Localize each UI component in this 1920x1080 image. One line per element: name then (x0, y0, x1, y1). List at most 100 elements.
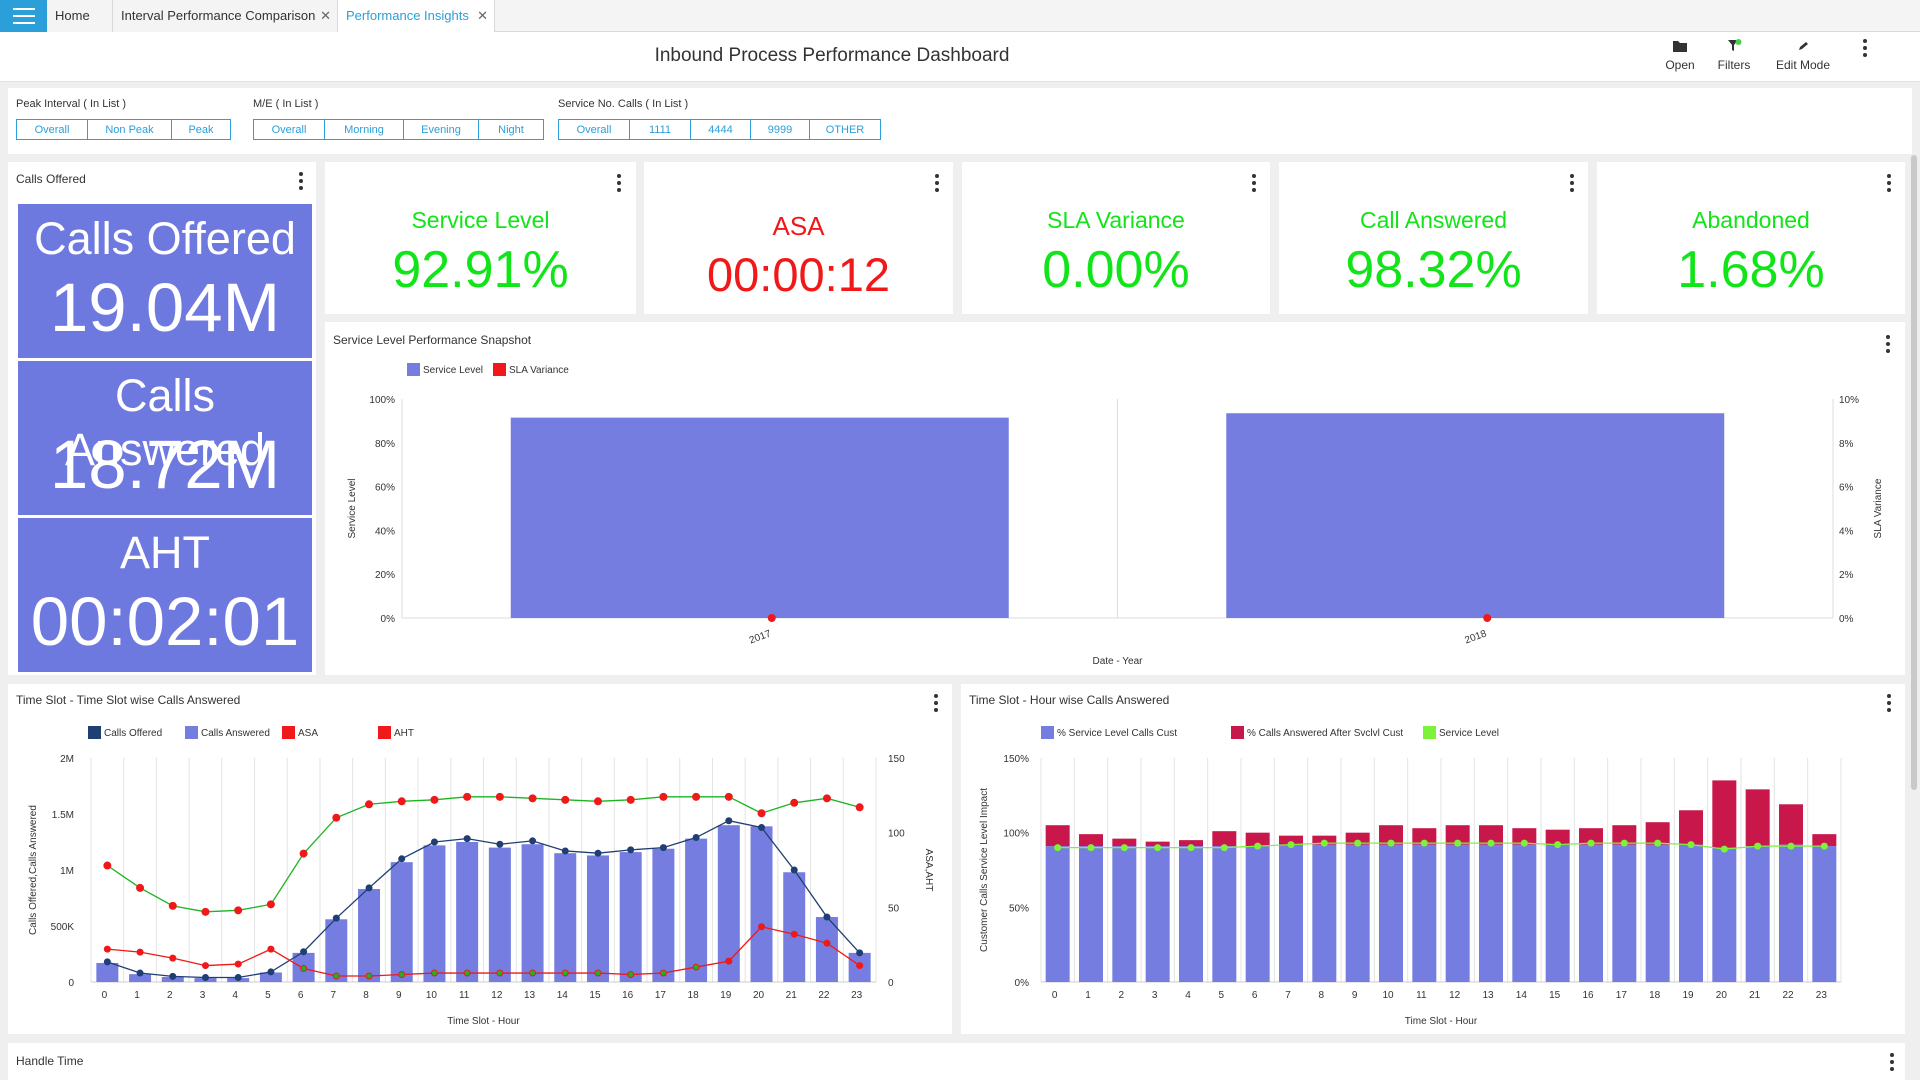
point-service-level (1420, 839, 1428, 847)
tile-value: 19.04M (49, 269, 281, 346)
folder-icon (1673, 41, 1687, 52)
y-tick-label: 1M (60, 866, 74, 877)
x-tick-label: 22 (818, 990, 830, 1001)
point-asa-low (530, 970, 536, 976)
handle-time-card: Handle Time (8, 1043, 1905, 1080)
scrollbar[interactable] (1911, 155, 1917, 790)
tab-interval-performance-comparison[interactable]: Interval Performance Comparison ✕ (113, 0, 338, 32)
bar-calls-after-svclvl (1779, 804, 1803, 845)
tab-performance-insights[interactable]: Performance Insights ✕ (338, 0, 495, 32)
point-service-level (1254, 842, 1262, 850)
legend-swatch (493, 363, 506, 376)
point-service-level (1554, 841, 1562, 849)
filter-peak-interval: Peak Interval ( In List ) Overall Non Pe… (16, 98, 231, 140)
x-tick-label: 1 (134, 990, 140, 1001)
legend-label: ASA (298, 728, 318, 739)
filter-option-overall[interactable]: Overall (16, 119, 88, 140)
bar-service-level-calls (1779, 844, 1803, 982)
point-calls-offered (136, 969, 144, 977)
filter-option-overall[interactable]: Overall (558, 119, 630, 140)
more-options-icon[interactable] (1570, 174, 1574, 195)
point-service-level (1820, 842, 1828, 850)
open-button[interactable]: Open (1662, 38, 1698, 72)
bar-calls-after-svclvl (1479, 825, 1503, 845)
y-axis-label: Calls Offered,Calls Answered (28, 805, 39, 935)
more-options-icon[interactable] (1863, 39, 1867, 60)
more-options-icon[interactable] (1887, 174, 1891, 195)
y2-tick-label: 10% (1839, 395, 1859, 406)
more-options-icon[interactable] (617, 174, 621, 195)
point-asa (823, 939, 831, 947)
dashboard-header: Inbound Process Performance Dashboard Op… (0, 32, 1920, 82)
filter-option-morning[interactable]: Morning (324, 119, 404, 140)
legend-label: SLA Variance (509, 365, 569, 376)
point-aht (365, 800, 374, 809)
more-options-icon[interactable] (935, 174, 939, 195)
point-calls-offered (300, 948, 308, 956)
calls-offered-card: Calls Offered Calls Offered 19.04M Calls… (8, 162, 316, 675)
x-tick-label: 16 (622, 990, 634, 1001)
x-tick-label: 14 (557, 990, 569, 1001)
filter-option-9999[interactable]: 9999 (750, 119, 810, 140)
x-tick-label: 3 (200, 990, 206, 1001)
more-options-icon[interactable] (1890, 1053, 1894, 1074)
filter-option-night[interactable]: Night (478, 119, 544, 140)
x-tick-label: 3 (1152, 990, 1158, 1001)
filter-option-evening[interactable]: Evening (403, 119, 479, 140)
hamburger-menu-icon[interactable] (0, 0, 47, 32)
y-tick-label: 100% (1003, 829, 1029, 840)
filter-option-other[interactable]: OTHER (809, 119, 881, 140)
point-aht (136, 883, 145, 892)
tab-label: Performance Insights (346, 8, 469, 23)
x-tick-label: 5 (265, 990, 271, 1001)
x-tick-label: 13 (524, 990, 536, 1001)
more-options-icon[interactable] (934, 694, 938, 712)
filter-option-non-peak[interactable]: Non Peak (87, 119, 172, 140)
bar-service-level-calls (1179, 846, 1203, 982)
kpi-label: Service Level (411, 207, 550, 233)
more-options-icon[interactable] (299, 172, 303, 193)
x-tick-label: 12 (491, 990, 503, 1001)
close-icon[interactable]: ✕ (320, 8, 331, 23)
filter-option-4444[interactable]: 4444 (690, 119, 751, 140)
y-tick-label: 150% (1003, 754, 1029, 765)
tab-home[interactable]: Home (47, 0, 113, 32)
x-tick-label: 20 (753, 990, 765, 1001)
point-asa-low (628, 972, 634, 978)
filter-option-1111[interactable]: 1111 (629, 119, 691, 140)
legend-swatch (1423, 726, 1436, 739)
y-tick-label: 0% (381, 614, 396, 625)
point-calls-offered (790, 866, 798, 874)
y-tick-label: 500K (51, 922, 75, 933)
point-service-level (1387, 839, 1395, 847)
bar-calls-answered (129, 974, 152, 982)
x-tick-label: 18 (688, 990, 700, 1001)
y-tick-label: 0% (1015, 978, 1030, 989)
close-icon[interactable]: ✕ (477, 8, 488, 23)
point-service-level (1520, 839, 1528, 847)
more-options-icon[interactable] (1886, 335, 1890, 353)
y2-tick-label: 8% (1839, 439, 1854, 450)
bar-service-level-calls (1245, 846, 1270, 982)
point-aht (234, 906, 243, 915)
kpi-card-abandoned: Abandoned 1.68% (1597, 162, 1905, 314)
point-sla-variance (767, 614, 776, 622)
filter-option-overall[interactable]: Overall (253, 119, 325, 140)
service-level-snapshot-card: Service Level Performance Snapshot Servi… (325, 322, 1905, 675)
filter-label: Service No. Calls ( In List ) (558, 98, 689, 110)
bar-calls-after-svclvl (1179, 840, 1203, 847)
bar-calls-after-svclvl (1345, 832, 1370, 845)
x-tick-label: 0 (102, 990, 108, 1001)
more-options-icon[interactable] (1887, 694, 1891, 712)
point-asa (267, 945, 275, 953)
more-options-icon[interactable] (1252, 174, 1256, 195)
card-title: Calls Offered (16, 172, 86, 186)
point-calls-offered (725, 817, 733, 825)
kpi-label: ASA (772, 211, 825, 241)
filter-option-peak[interactable]: Peak (171, 119, 231, 140)
edit-mode-button[interactable]: Edit Mode (1774, 38, 1832, 72)
filter-label: Peak Interval ( In List ) (16, 98, 127, 110)
filters-button[interactable]: Filters (1714, 38, 1754, 72)
bar-calls-after-svclvl (1745, 789, 1770, 847)
x-tick-label: 0 (1052, 990, 1058, 1001)
